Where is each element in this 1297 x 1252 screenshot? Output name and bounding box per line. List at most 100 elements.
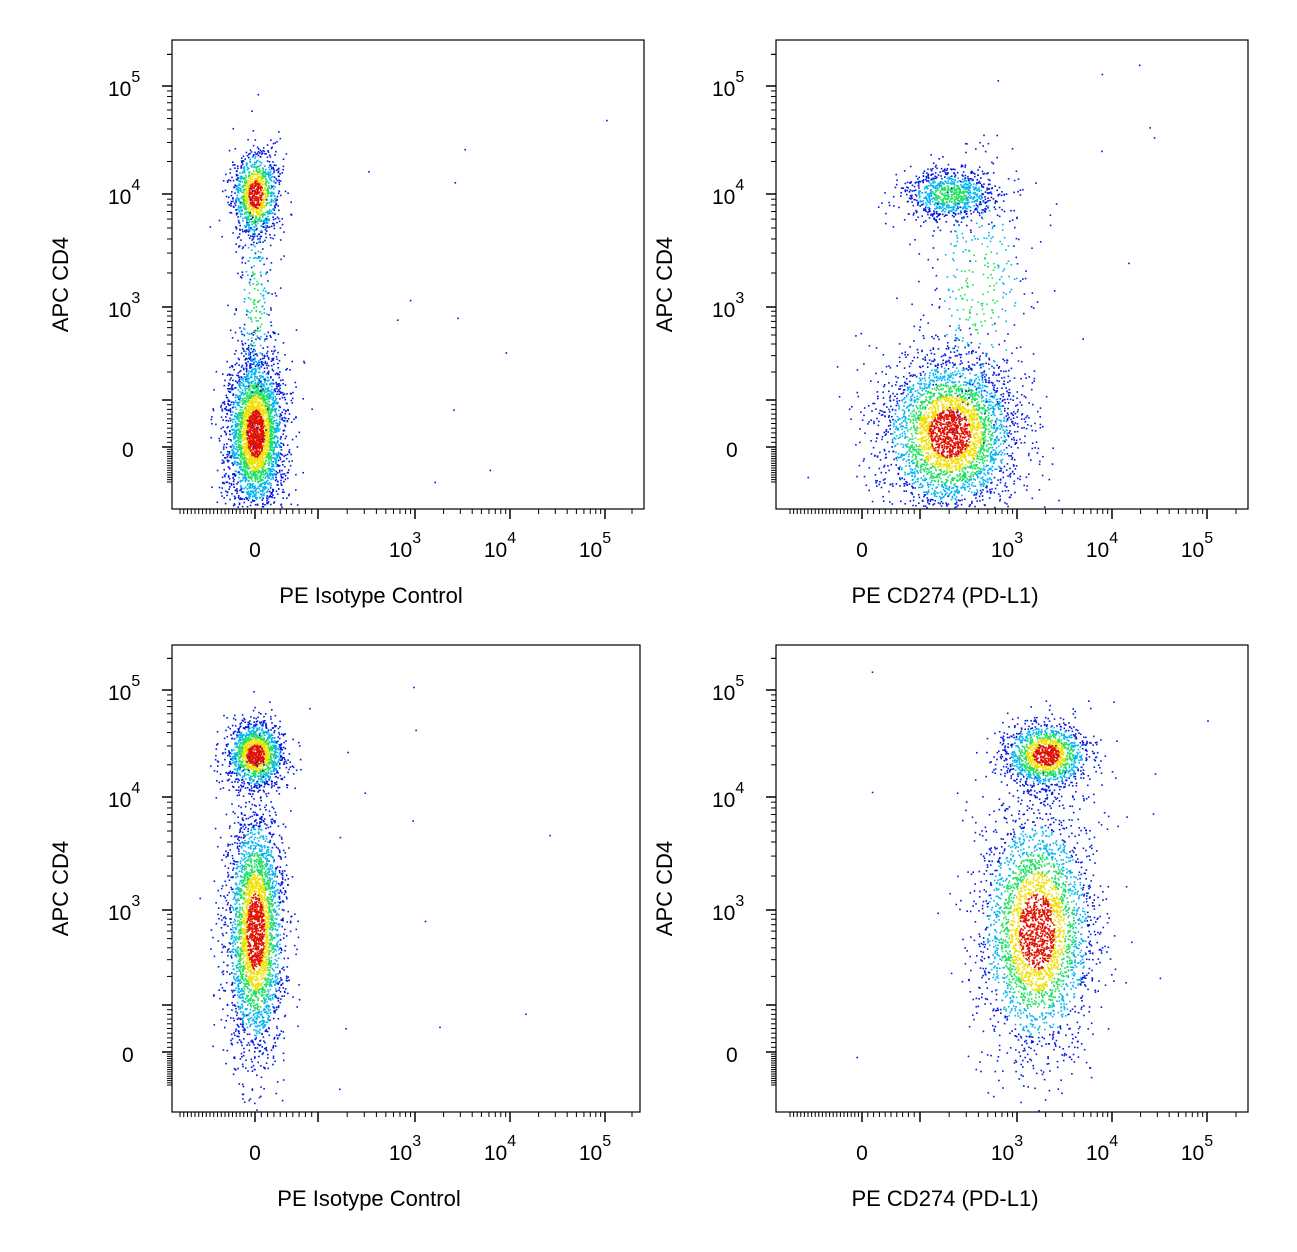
event-dot — [252, 470, 254, 472]
event-dot — [967, 175, 969, 178]
event-dot — [282, 430, 285, 432]
event-dot — [256, 173, 259, 176]
event-dot — [248, 207, 250, 209]
event-dot — [259, 216, 261, 219]
event-dot — [262, 473, 265, 475]
event-dot — [264, 424, 267, 426]
event-dot — [266, 434, 268, 436]
event-dot — [249, 355, 252, 358]
event-dot — [293, 418, 295, 420]
event-dot — [259, 475, 262, 477]
event-dot — [260, 419, 263, 421]
event-dot — [259, 213, 262, 216]
event-dot — [245, 457, 247, 459]
event-dot — [245, 398, 248, 400]
event-dot — [257, 202, 260, 204]
event-dot — [260, 179, 263, 181]
event-dot — [244, 407, 246, 410]
event-dot — [261, 464, 264, 466]
event-dot — [245, 431, 247, 433]
event-dot — [279, 418, 281, 420]
event-dot — [259, 256, 261, 258]
event-dot — [247, 467, 249, 469]
event-dot — [271, 293, 273, 295]
event-dot — [238, 404, 240, 407]
event-dot — [261, 422, 264, 425]
event-dot — [262, 426, 265, 429]
event-dot — [257, 159, 259, 162]
event-dot — [237, 177, 239, 179]
event-dot — [243, 443, 245, 446]
event-dot — [268, 454, 270, 457]
event-dot — [243, 460, 245, 463]
event-dot — [268, 226, 271, 228]
event-dot — [274, 414, 276, 417]
event-dot — [284, 354, 286, 356]
event-dot — [265, 395, 267, 397]
event-dot — [254, 190, 257, 193]
event-dot — [270, 443, 272, 445]
event-dot — [247, 187, 249, 190]
event-dot — [244, 298, 246, 300]
event-dot — [273, 205, 276, 208]
event-dot — [272, 353, 274, 355]
event-dot — [241, 340, 243, 343]
event-dot — [237, 462, 239, 464]
event-dot — [228, 382, 230, 385]
event-dot — [261, 471, 264, 473]
event-dot — [917, 204, 919, 206]
event-dot — [259, 484, 261, 486]
event-dot — [239, 180, 241, 182]
event-dot — [267, 462, 269, 464]
event-dot — [266, 362, 268, 365]
event-dot — [241, 271, 244, 273]
event-dot — [233, 403, 235, 405]
event-dot — [934, 172, 937, 174]
event-dot — [257, 148, 260, 150]
event-dot — [280, 258, 282, 261]
event-dot — [244, 476, 246, 478]
event-dot — [264, 399, 266, 401]
event-dot — [232, 476, 234, 479]
event-dot — [258, 480, 260, 483]
event-dot — [250, 198, 252, 201]
event-dot — [272, 426, 275, 428]
event-dot — [224, 407, 227, 410]
event-dot — [220, 416, 223, 418]
event-dot — [249, 353, 251, 355]
event-dot — [253, 402, 255, 404]
event-dot — [239, 395, 241, 397]
event-dot — [246, 442, 249, 445]
event-dot — [237, 413, 239, 416]
event-dot — [235, 394, 238, 396]
event-dot — [249, 211, 252, 213]
event-dot — [227, 454, 230, 456]
event-dot — [251, 385, 254, 388]
event-dot — [221, 482, 224, 484]
event-dot — [244, 412, 246, 415]
event-dot — [239, 424, 242, 427]
event-dot — [253, 241, 255, 244]
event-dot — [263, 367, 266, 370]
event-dot — [234, 202, 236, 205]
event-dot — [273, 453, 276, 456]
event-dot — [270, 225, 273, 228]
event-dot — [249, 493, 251, 495]
event-dot — [225, 195, 228, 198]
y-tick-label: 104 — [108, 177, 140, 209]
event-dot — [258, 375, 261, 377]
event-dot — [247, 473, 250, 475]
event-dot — [251, 156, 254, 158]
event-dot — [267, 280, 269, 282]
event-dot — [259, 360, 262, 363]
event-dot — [266, 445, 268, 447]
event-dot — [281, 506, 283, 508]
event-dot — [259, 196, 261, 199]
event-dot — [253, 166, 255, 168]
event-dot — [271, 461, 273, 463]
event-dot — [237, 497, 240, 499]
event-dot — [242, 367, 245, 370]
event-dot — [254, 400, 256, 402]
event-dot — [255, 444, 257, 446]
event-dot — [234, 226, 237, 228]
